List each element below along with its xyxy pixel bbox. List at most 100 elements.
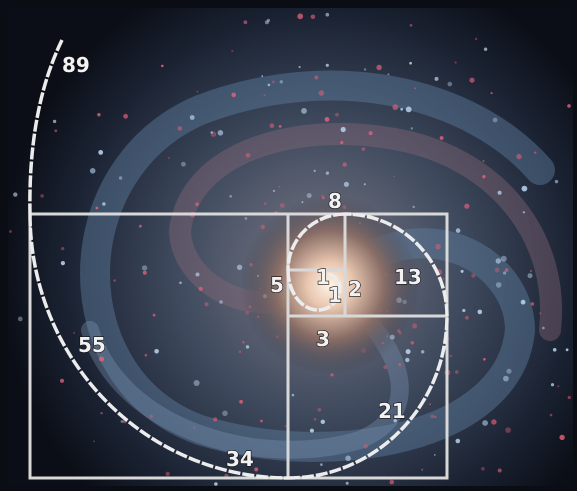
- star: [238, 350, 242, 354]
- star: [345, 481, 349, 485]
- star: [310, 14, 316, 20]
- star: [100, 412, 103, 415]
- star: [516, 153, 522, 160]
- star: [389, 479, 395, 485]
- star: [179, 281, 182, 285]
- spiral-arc: [286, 269, 342, 312]
- star: [198, 286, 203, 291]
- star: [522, 211, 526, 214]
- star: [54, 129, 58, 133]
- labels: 89 55 34 21 13 8 5 3 2 1 1: [61, 52, 422, 471]
- star: [245, 345, 250, 349]
- star: [254, 467, 259, 472]
- star: [439, 136, 444, 140]
- star: [455, 370, 459, 374]
- star: [317, 407, 322, 412]
- star: [398, 363, 402, 366]
- star: [93, 440, 95, 443]
- star: [272, 189, 276, 193]
- star: [465, 315, 469, 320]
- star: [409, 61, 412, 65]
- star: [231, 92, 236, 98]
- star: [542, 326, 545, 330]
- star: [429, 403, 432, 406]
- star: [477, 309, 483, 315]
- star: [279, 80, 283, 84]
- star: [393, 175, 395, 178]
- label: 1: [316, 265, 330, 289]
- star: [195, 202, 200, 207]
- star: [217, 130, 224, 136]
- star: [17, 316, 23, 322]
- spiral-arc: [287, 315, 449, 480]
- star: [149, 414, 153, 419]
- star: [363, 444, 369, 449]
- star: [102, 202, 106, 206]
- star: [318, 90, 325, 96]
- star: [505, 427, 511, 433]
- star: [99, 356, 105, 362]
- star: [154, 349, 159, 354]
- star: [549, 413, 553, 417]
- star: [393, 419, 397, 423]
- star: [40, 194, 44, 198]
- galaxy-core: [240, 195, 420, 375]
- star: [59, 378, 65, 383]
- star: [301, 108, 307, 114]
- star: [345, 455, 351, 462]
- label: 5: [270, 273, 284, 297]
- star: [89, 168, 96, 174]
- star: [98, 150, 104, 155]
- star: [168, 157, 170, 159]
- star: [539, 312, 542, 315]
- star: [483, 47, 488, 51]
- label: 1: [328, 283, 342, 307]
- star: [400, 107, 404, 111]
- star: [552, 348, 557, 352]
- star: [464, 203, 470, 209]
- star: [405, 357, 410, 363]
- star: [491, 419, 497, 425]
- star: [97, 113, 101, 117]
- label: 8: [328, 189, 342, 213]
- star: [222, 410, 228, 417]
- star: [213, 417, 218, 422]
- star: [210, 131, 213, 134]
- star: [181, 161, 186, 167]
- star: [506, 368, 512, 374]
- star: [361, 147, 365, 151]
- star: [340, 126, 346, 133]
- star: [284, 425, 287, 428]
- star: [263, 94, 266, 96]
- star: [269, 123, 275, 129]
- star: [142, 270, 147, 275]
- star: [320, 419, 325, 424]
- star: [435, 243, 441, 250]
- star: [320, 463, 323, 466]
- star: [497, 190, 502, 195]
- star: [410, 127, 413, 130]
- star: [335, 112, 339, 117]
- star: [481, 467, 485, 471]
- star: [490, 92, 493, 95]
- star: [161, 64, 164, 68]
- star: [279, 203, 285, 208]
- star: [236, 264, 243, 270]
- star: [244, 217, 248, 220]
- star: [495, 282, 502, 288]
- star: [405, 349, 411, 355]
- star: [434, 76, 439, 81]
- star: [229, 195, 232, 198]
- star: [340, 141, 344, 145]
- star: [483, 358, 486, 361]
- label: 89: [62, 53, 90, 77]
- star: [325, 171, 329, 175]
- star: [462, 308, 466, 313]
- star: [454, 61, 457, 64]
- star: [482, 175, 486, 179]
- star: [534, 151, 537, 154]
- star: [123, 113, 128, 119]
- star: [264, 202, 267, 205]
- spiral-arc: [344, 212, 449, 317]
